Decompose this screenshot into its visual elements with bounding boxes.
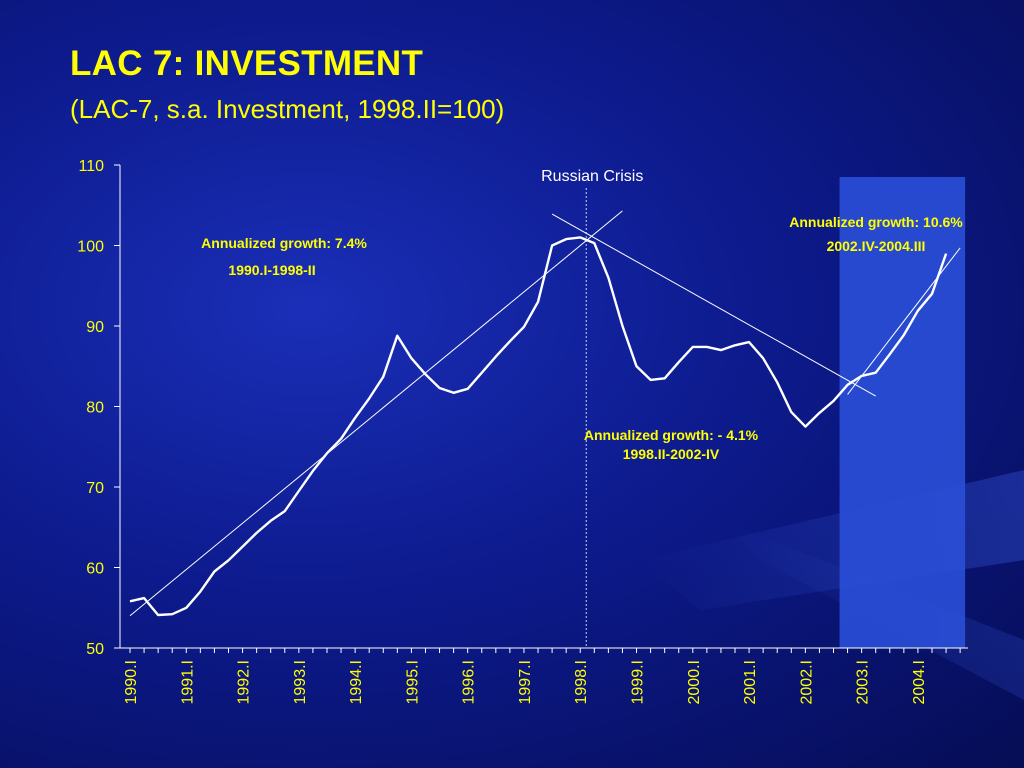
y-tick-label: 70: [86, 480, 104, 497]
y-tick-label: 60: [86, 561, 104, 578]
x-tick-label: 1990.I: [123, 660, 140, 704]
growth-annotation-1-line-1: Annualized growth: 7.4%: [201, 235, 367, 251]
y-tick-label: 110: [78, 158, 104, 175]
x-tick-label: 1994.I: [348, 660, 365, 704]
x-tick-label: 1993.I: [292, 660, 309, 704]
growth-annotation-2-line-2: 1998.II-2002-IV: [623, 446, 720, 462]
trend-line-3: [847, 247, 961, 395]
chart-labels: 50 60 70 80 90 100 110 1990.I 1991.I 1992.I 1993.I…: [77, 158, 963, 704]
y-tick-label: 100: [77, 239, 104, 256]
y-tick-label: 90: [86, 319, 104, 336]
x-tick-label: 1998.I: [573, 660, 590, 704]
chart-marks: [129, 188, 961, 648]
page-title: LAC 7: INVESTMENT: [70, 44, 424, 83]
x-tick-label: 1995.I: [404, 660, 421, 704]
x-tick-label: 1999.I: [630, 660, 647, 704]
growth-annotation-3-line-2: 2002.IV-2004.III: [827, 238, 926, 254]
x-tick-label: 1996.I: [461, 660, 478, 704]
x-tick-label: 1992.I: [236, 660, 253, 704]
x-tick-label: 1991.I: [179, 660, 196, 704]
y-tick-label: 50: [86, 641, 104, 658]
y-tick-label: 80: [86, 400, 104, 417]
growth-annotation-1-line-2: 1990.I-1998-II: [228, 262, 315, 278]
axes: [114, 164, 968, 653]
trend-line-1: [129, 210, 623, 617]
page-subtitle: (LAC-7, s.a. Investment, 1998.II=100): [70, 94, 505, 124]
growth-annotation-3-line-1: Annualized growth: 10.6%: [789, 214, 963, 230]
x-tick-label: 2004.I: [911, 660, 928, 704]
x-tick-label: 2001.I: [742, 660, 759, 704]
growth-annotation-2-line-1: Annualized growth: - 4.1%: [584, 427, 759, 443]
x-tick-label: 1997.I: [517, 660, 534, 704]
investment-series-line: [129, 236, 948, 617]
russian-crisis-label: Russian Crisis: [541, 168, 643, 185]
x-tick-label: 2003.I: [855, 660, 872, 704]
x-tick-label: 2000.I: [686, 660, 703, 704]
x-tick-label: 2002.I: [798, 660, 815, 704]
trend-line-2: [551, 213, 876, 397]
